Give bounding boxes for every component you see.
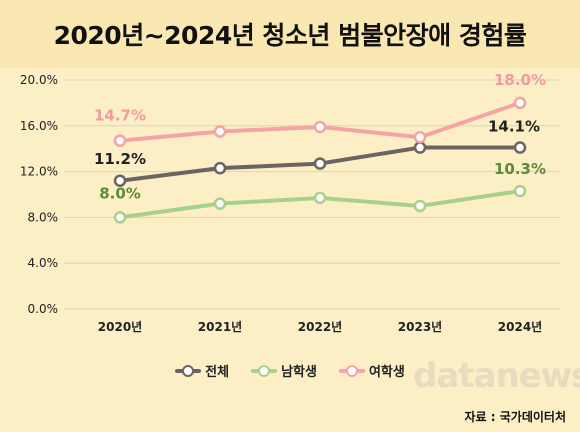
data-label: 10.3%	[494, 160, 546, 178]
y-tick-label: 12.0%	[20, 165, 58, 179]
y-tick-label: 0.0%	[28, 302, 59, 316]
legend-label: 여학생	[368, 365, 405, 380]
title-bar	[0, 0, 580, 68]
data-label: 8.0%	[99, 184, 141, 202]
data-point	[213, 125, 227, 138]
x-tick-label: 2023년	[398, 320, 442, 334]
legend-label: 전체	[205, 365, 230, 380]
legend-marker	[175, 364, 202, 377]
data-point	[513, 96, 527, 110]
y-tick-label: 4.0%	[28, 256, 59, 270]
legend-item: 전체	[175, 361, 229, 380]
data-point	[313, 191, 327, 205]
data-point	[113, 134, 127, 147]
data-point	[313, 157, 327, 170]
legend-item: 여학생	[338, 361, 405, 380]
data-point	[513, 184, 527, 198]
chart-title: 2020년~2024년 청소년 범불안장애 경험률	[53, 21, 527, 50]
data-point	[313, 120, 327, 134]
data-label: 18.0%	[494, 71, 546, 89]
y-tick-label: 8.0%	[28, 210, 59, 224]
data-point	[113, 211, 127, 224]
x-tick-label: 2021년	[198, 320, 242, 334]
data-point	[113, 174, 127, 188]
data-point	[213, 197, 227, 210]
x-tick-label: 2020년	[98, 320, 142, 334]
y-tick-label: 20.0%	[20, 73, 58, 87]
source-note: 자료 : 국가데이터처	[464, 410, 566, 424]
x-tick-label: 2022년	[298, 320, 342, 334]
data-point	[413, 141, 427, 154]
legend-item: 남학생	[251, 361, 317, 380]
x-tick-label: 2024년	[498, 320, 542, 334]
data-point	[413, 131, 427, 144]
datanews-watermark: datanews	[413, 356, 580, 396]
data-point	[513, 141, 527, 154]
data-label: 11.2%	[94, 150, 146, 168]
data-point	[213, 161, 227, 175]
data-label: 14.1%	[488, 118, 540, 136]
legend-label: 남학생	[281, 365, 317, 380]
y-tick-label: 16.0%	[20, 119, 58, 133]
legend-marker	[338, 364, 365, 377]
data-point	[413, 199, 427, 213]
chart-legend: 전체 남학생 여학생	[0, 361, 580, 380]
legend-marker	[251, 364, 278, 377]
data-label: 14.7%	[94, 107, 146, 125]
